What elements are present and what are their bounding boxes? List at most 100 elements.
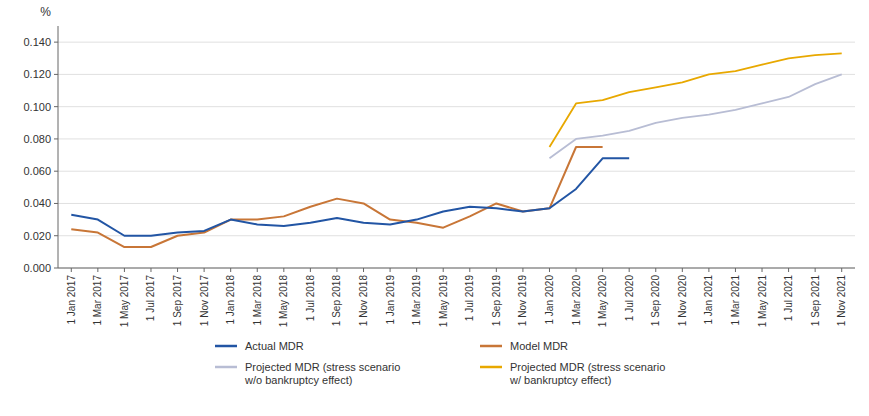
y-tick-label: 0.000 [23, 262, 51, 274]
x-tick [629, 268, 630, 272]
x-tick-label: 1 Jan 2017 [66, 275, 77, 325]
legend-label: Projected MDR (stress scenariow/ bankrup… [509, 361, 665, 386]
legend-label: Actual MDR [245, 340, 304, 352]
x-tick [310, 268, 311, 272]
legend-label: Model MDR [510, 340, 568, 352]
x-tick [655, 268, 656, 272]
x-tick [416, 268, 417, 272]
x-tick-label: 1 Mar 2020 [571, 275, 582, 326]
x-tick [363, 268, 364, 272]
y-tick [54, 74, 58, 75]
legend-swatch [480, 345, 502, 348]
x-tick-label: 1 Jan 2020 [544, 275, 555, 325]
x-tick [496, 268, 497, 272]
chart: 0.000 0.020 0.040 0.060 0.080 0.100 0.120 0.140… [0, 0, 869, 416]
y-tick-label: 0.060 [23, 165, 51, 177]
x-tick-label: 1 Sep 2020 [650, 275, 661, 327]
x-tick-label: 1 Nov 2021 [836, 275, 847, 327]
lines [71, 53, 841, 247]
x-tick-label: 1 Nov 2018 [358, 275, 369, 327]
x-tick-label: 1 Nov 2020 [677, 275, 688, 327]
x-tick-label: 1 Nov 2019 [517, 275, 528, 327]
x-tick-label: 1 Jan 2021 [703, 275, 714, 325]
grid-line [58, 42, 855, 43]
x-tick [71, 268, 72, 272]
grid-line [58, 106, 855, 107]
x-tick-label: 1 May 2021 [757, 275, 768, 328]
x-tick-label: 1 Jul 2021 [783, 275, 794, 322]
grid-line [58, 138, 855, 139]
x-tick-label: 1 Sep 2021 [810, 275, 821, 327]
x-tick [469, 268, 470, 272]
y-tick-label: 0.040 [23, 197, 51, 209]
x-tick-label: 1 Jan 2019 [385, 275, 396, 325]
x-tick [230, 268, 231, 272]
x-tick-label: 1 Mar 2021 [730, 275, 741, 326]
x-tick-label: 1 May 2019 [438, 275, 449, 328]
y-tick [54, 235, 58, 236]
x-tick [204, 268, 205, 272]
x-tick-label: 1 May 2018 [278, 275, 289, 328]
x-tick-label: 1 Mar 2017 [92, 275, 103, 326]
x-tick-label: 1 Mar 2019 [411, 275, 422, 326]
x-tick [602, 268, 603, 272]
x-tick-label: 1 Jul 2020 [624, 275, 635, 322]
y-tick [54, 42, 58, 43]
x-tick [549, 268, 550, 272]
x-tick [576, 268, 577, 272]
x-tick-label: 1 Sep 2017 [172, 275, 183, 327]
grid-line [58, 171, 855, 172]
x-tick-label: 1 Jan 2018 [225, 275, 236, 325]
legend-label-line: Projected MDR (stress scenario [245, 361, 400, 373]
legend-swatch [215, 345, 237, 348]
legend-label-line: w/o bankruptcy effect) [244, 374, 352, 386]
x-tick [283, 268, 284, 272]
grid-line [58, 74, 855, 75]
x-tick [336, 268, 337, 272]
x-tick [443, 268, 444, 272]
x-tick-label: 1 May 2020 [597, 275, 608, 328]
y-axis-label: % [40, 5, 51, 19]
series-line [71, 147, 602, 247]
legend-swatch [480, 366, 502, 369]
x-tick [788, 268, 789, 272]
grid-line [58, 203, 855, 204]
x-tick-label: 1 Sep 2018 [331, 275, 342, 327]
y-tick-label: 0.120 [23, 68, 51, 80]
y-tick [54, 268, 58, 269]
legend-label: Projected MDR (stress scenariow/o bankru… [244, 361, 400, 386]
x-tick-label: 1 Jul 2017 [145, 275, 156, 322]
legend: Actual MDR Model MDR Projected MDR (stress… [215, 340, 665, 386]
series-line [549, 53, 841, 147]
x-tick [841, 268, 842, 272]
legend-label-line: Actual MDR [245, 340, 304, 352]
grid [58, 42, 855, 268]
legend-label-line: Model MDR [510, 340, 568, 352]
x-tick-label: 1 Mar 2018 [252, 275, 263, 326]
y-tick-label: 0.080 [23, 133, 51, 145]
series-line [71, 158, 629, 235]
x-tick-label: 1 Jul 2019 [464, 275, 475, 322]
x-tick [735, 268, 736, 272]
legend-label-line: w/ bankruptcy effect) [509, 374, 611, 386]
y-tick-label: 0.140 [23, 36, 51, 48]
y-tick-label: 0.020 [23, 230, 51, 242]
series-line [549, 74, 841, 158]
x-tick [257, 268, 258, 272]
y-tick-label: 0.100 [23, 101, 51, 113]
y-tick [54, 203, 58, 204]
x-tick-label: 1 Sep 2019 [491, 275, 502, 327]
x-tick [124, 268, 125, 272]
y-tick [54, 106, 58, 107]
x-tick-label: 1 Jul 2018 [305, 275, 316, 322]
legend-label-line: Projected MDR (stress scenario [510, 361, 665, 373]
x-tick-label: 1 Nov 2017 [199, 275, 210, 327]
x-tick [708, 268, 709, 272]
x-tick [390, 268, 391, 272]
y-ticks: 0.000 0.020 0.040 0.060 0.080 0.100 0.120 0.140 [23, 36, 58, 274]
x-tick [150, 268, 151, 272]
x-tick [97, 268, 98, 272]
x-tick [682, 268, 683, 272]
x-tick [815, 268, 816, 272]
x-tick [522, 268, 523, 272]
